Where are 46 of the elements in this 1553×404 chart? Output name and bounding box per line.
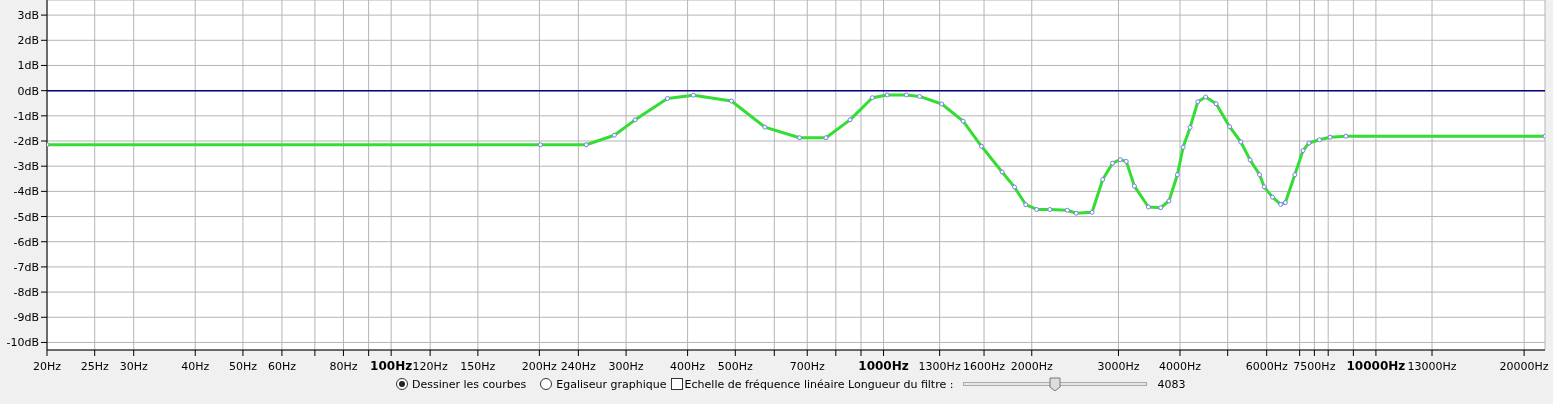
x-tick-label: 10000Hz (1346, 359, 1406, 373)
x-tick-label: 500Hz (717, 360, 754, 373)
x-tick-label: 6000Hz (1245, 360, 1288, 373)
x-tick-label: 300Hz (608, 360, 644, 373)
text: Dessiner les courbes (412, 377, 527, 391)
x-tick-label: 80Hz (329, 360, 358, 373)
x-tick-label: 1600Hz (963, 360, 1006, 373)
y-tick-label: 3dB (17, 9, 39, 23)
x-tick-label: 400Hz (670, 360, 706, 373)
x-tick-label: 20Hz (32, 360, 62, 373)
x-tick-label: 30Hz (119, 360, 148, 373)
x-tick-label: 25Hz (80, 360, 109, 373)
x-tick-label: 4000Hz (1158, 360, 1202, 373)
y-tick-label: 2dB (17, 34, 39, 48)
x-tick-label: 100Hz (370, 359, 413, 373)
y-tick-label: 1dB (17, 59, 39, 73)
text: Egaliseur graphique (556, 377, 667, 391)
y-tick-label: -8dB (13, 286, 39, 300)
x-tick-label: 40Hz (181, 360, 210, 373)
x-tick-label: 50Hz (228, 360, 258, 373)
x-tick-label: 7500Hz (1293, 360, 1336, 373)
x-tick-label: 240Hz (560, 360, 597, 373)
text: Longueur du filtre : (848, 377, 954, 391)
text: 4083 (1157, 377, 1186, 391)
x-tick-label: 1000Hz (858, 359, 909, 373)
x-tick-label: 150Hz (460, 360, 496, 373)
y-tick-label: -7dB (13, 260, 39, 274)
x-tick-label: 1300Hz (918, 360, 961, 373)
y-tick-label: -10dB (6, 336, 39, 350)
y-tick-label: -6dB (13, 235, 39, 249)
y-tick-label: -5dB (13, 210, 39, 224)
x-tick-label: 60Hz (267, 360, 297, 373)
x-tick-label: 200Hz (521, 360, 558, 373)
y-tick-label: -4dB (13, 185, 39, 199)
y-tick-label: 0dB (17, 84, 39, 98)
text: Echelle de fréquence linéaire (684, 377, 845, 391)
y-tick-label: -9dB (13, 311, 39, 325)
x-tick-label: 120Hz (412, 360, 448, 373)
y-tick-label: -3dB (13, 160, 39, 174)
y-tick-label: -2dB (13, 135, 39, 149)
x-tick-label: 700Hz (789, 360, 826, 373)
y-tick-label: -1dB (13, 109, 39, 123)
x-tick-label: 2000Hz (1010, 360, 1053, 373)
x-tick-label: 3000Hz (1097, 360, 1140, 373)
x-tick-label: 13000Hz (1407, 360, 1457, 373)
x-tick-label: 20000Hz (1499, 360, 1549, 373)
